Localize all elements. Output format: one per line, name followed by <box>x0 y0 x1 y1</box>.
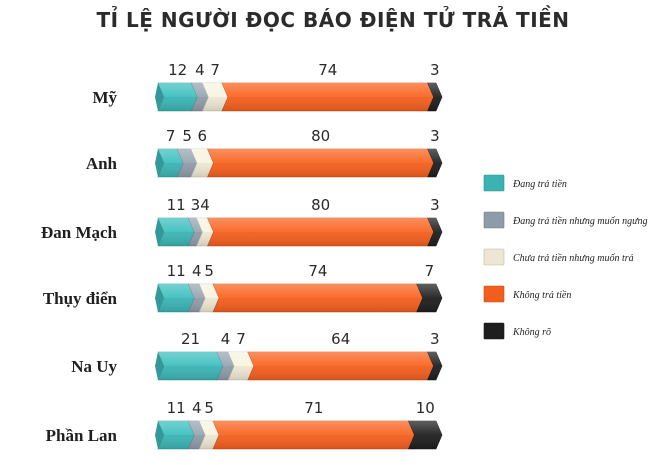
data-label-phan-lan-chua-tra-tien-nhung-muon-tra: 5 <box>204 399 214 417</box>
category-label-thuy-dien: Thụy điển <box>43 289 118 308</box>
bar-segment-dan-mach-dang-tra-tien-nhung-muon-ngung <box>187 217 203 247</box>
legend: Đang trả tiền Đang trả tiền nhưng muốn ng… <box>483 174 648 340</box>
bar-segment-my-khong-ro <box>427 82 443 112</box>
data-label-phan-lan-dang-tra-tien-nhung-muon-ngung: 4 <box>192 399 202 417</box>
data-label-thuy-dien-khong-ro: 7 <box>425 262 435 280</box>
data-labels: 12 4 7 74 37 5 6 80 311 3 4 80 311 4 5 74 721 4 7 64 311 4 5 71… <box>166 61 440 417</box>
legend-label: Chưa trả tiền nhưng muốn trả <box>513 253 634 264</box>
category-label-phan-lan: Phần Lan <box>46 426 118 445</box>
category-labels: Mỹ Anh Đan Mạch Thụy điển Na Uy Phần Lan <box>41 88 118 445</box>
data-label-anh-dang-tra-tien: 7 <box>166 127 176 145</box>
data-label-na-uy-khong-tra-tien: 64 <box>331 330 350 348</box>
bars <box>155 82 443 450</box>
data-label-phan-lan-khong-tra-tien: 71 <box>304 399 323 417</box>
data-label-thuy-dien-dang-tra-tien: 11 <box>167 262 186 280</box>
bar-segment-phan-lan-khong-tra-tien <box>212 420 415 450</box>
data-label-na-uy-dang-tra-tien: 21 <box>181 330 200 348</box>
chart-title: TỈ LỆ NGƯỜI ĐỌC BÁO ĐIỆN TỬ TRẢ TIỀN <box>96 8 570 32</box>
legend-label: Đang trả tiền nhưng muốn ngưng <box>512 216 648 227</box>
bar-segment-thuy-dien-khong-ro <box>416 283 443 313</box>
data-label-anh-khong-ro: 3 <box>430 127 440 145</box>
data-label-my-khong-ro: 3 <box>430 61 440 79</box>
bar-segment-thuy-dien-chua-tra-tien-nhung-muon-tra <box>198 283 220 313</box>
bar-segment-phan-lan-dang-tra-tien <box>155 420 195 450</box>
data-label-phan-lan-khong-ro: 10 <box>416 399 435 417</box>
data-label-phan-lan-dang-tra-tien: 11 <box>167 399 186 417</box>
bar-segment-anh-khong-ro <box>427 148 443 178</box>
bar-segment-na-uy-khong-ro <box>427 351 443 381</box>
bar-segment-my-dang-tra-tien <box>155 82 198 112</box>
legend-swatch <box>483 285 505 303</box>
bar-segment-dan-mach-khong-tra-tien <box>207 217 435 247</box>
legend-item-khong-tra-tien: Không trả tiền <box>483 285 571 303</box>
legend-swatch <box>483 248 505 266</box>
bar-segment-na-uy-chua-tra-tien-nhung-muon-tra <box>227 351 255 381</box>
bar-segment-my-dang-tra-tien-nhung-muon-ngung <box>190 82 209 112</box>
bar-segment-dan-mach-khong-ro <box>427 217 443 247</box>
data-label-dan-mach-khong-ro: 3 <box>430 196 440 214</box>
category-label-my: Mỹ <box>92 88 117 107</box>
data-label-na-uy-chua-tra-tien-nhung-muon-tra: 7 <box>236 330 246 348</box>
legend-item-khong-ro: Không rõ <box>483 322 551 340</box>
data-label-dan-mach-chua-tra-tien-nhung-muon-tra: 4 <box>200 196 210 214</box>
data-label-thuy-dien-chua-tra-tien-nhung-muon-tra: 5 <box>204 262 214 280</box>
data-label-dan-mach-dang-tra-tien-nhung-muon-ngung: 3 <box>191 196 201 214</box>
bar-segment-anh-dang-tra-tien-nhung-muon-ngung <box>176 148 198 178</box>
data-label-dan-mach-dang-tra-tien: 11 <box>167 196 186 214</box>
category-label-anh: Anh <box>86 154 118 173</box>
data-label-thuy-dien-dang-tra-tien-nhung-muon-ngung: 4 <box>192 262 202 280</box>
bar-segment-phan-lan-dang-tra-tien-nhung-muon-ngung <box>187 420 206 450</box>
legend-swatch <box>483 174 505 192</box>
legend-label: Đang trả tiền <box>512 179 567 190</box>
bar-segment-anh-khong-tra-tien <box>207 148 435 178</box>
bar-segment-phan-lan-chua-tra-tien-nhung-muon-tra <box>198 420 220 450</box>
bar-segment-thuy-dien-dang-tra-tien <box>155 283 195 313</box>
bar-segment-my-khong-tra-tien <box>221 82 434 112</box>
legend-item-dang-tra-tien-nhung-muon-ngung: Đang trả tiền nhưng muốn ngưng <box>483 211 648 229</box>
data-label-na-uy-khong-ro: 3 <box>430 330 440 348</box>
legend-item-chua-tra-tien-nhung-muon-tra: Chưa trả tiền nhưng muốn trả <box>483 248 634 266</box>
bar-segment-phan-lan-khong-ro <box>408 420 443 450</box>
legend-label: Không trả tiền <box>512 290 571 301</box>
legend-label: Không rõ <box>512 327 551 338</box>
bar-segment-anh-chua-tra-tien-nhung-muon-tra <box>190 148 214 178</box>
data-label-na-uy-dang-tra-tien-nhung-muon-ngung: 4 <box>221 330 231 348</box>
bar-segment-thuy-dien-dang-tra-tien-nhung-muon-ngung <box>187 283 206 313</box>
bar-segment-na-uy-dang-tra-tien <box>155 351 224 381</box>
legend-swatch <box>483 211 505 229</box>
data-label-anh-dang-tra-tien-nhung-muon-ngung: 5 <box>182 127 192 145</box>
category-label-dan-mach: Đan Mạch <box>41 223 118 242</box>
legend-swatch <box>483 322 505 340</box>
data-label-anh-khong-tra-tien: 80 <box>311 127 330 145</box>
bar-segment-dan-mach-dang-tra-tien <box>155 217 195 247</box>
data-label-my-khong-tra-tien: 74 <box>318 61 337 79</box>
data-label-my-dang-tra-tien: 12 <box>168 61 187 79</box>
data-label-my-dang-tra-tien-nhung-muon-ngung: 4 <box>195 61 205 79</box>
bar-segment-na-uy-khong-tra-tien <box>247 351 434 381</box>
bar-segment-dan-mach-chua-tra-tien-nhung-muon-tra <box>196 217 214 247</box>
bar-segment-thuy-dien-khong-tra-tien <box>212 283 424 313</box>
data-label-dan-mach-khong-tra-tien: 80 <box>311 196 330 214</box>
data-label-my-chua-tra-tien-nhung-muon-tra: 7 <box>210 61 220 79</box>
bar-segment-anh-dang-tra-tien <box>155 148 184 178</box>
category-label-na-uy: Na Uy <box>71 357 117 376</box>
data-label-anh-chua-tra-tien-nhung-muon-tra: 6 <box>198 127 208 145</box>
data-label-thuy-dien-khong-tra-tien: 74 <box>308 262 327 280</box>
legend-item-dang-tra-tien: Đang trả tiền <box>483 174 567 192</box>
